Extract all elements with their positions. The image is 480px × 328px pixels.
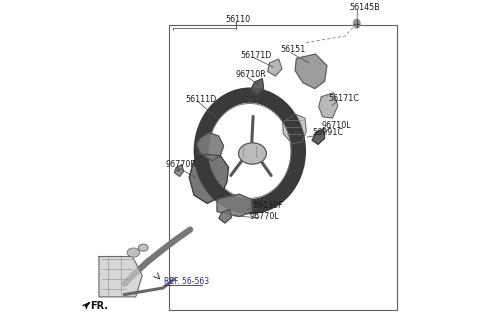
Polygon shape [251, 79, 264, 95]
Text: 56151: 56151 [281, 45, 306, 54]
Polygon shape [319, 93, 338, 118]
Text: 56991C: 56991C [312, 128, 343, 137]
Text: FR.: FR. [90, 301, 108, 311]
Ellipse shape [177, 169, 180, 171]
Text: 56145B: 56145B [349, 3, 380, 12]
Polygon shape [295, 54, 327, 89]
Text: 56171C: 56171C [328, 94, 360, 103]
Text: 96770R: 96770R [165, 160, 196, 170]
Polygon shape [283, 114, 306, 144]
Polygon shape [217, 194, 252, 216]
Polygon shape [174, 165, 183, 176]
Polygon shape [267, 59, 282, 76]
Text: 56110: 56110 [225, 15, 251, 24]
Ellipse shape [127, 248, 140, 257]
Text: 96710R: 96710R [235, 70, 266, 79]
Polygon shape [312, 129, 324, 144]
Text: 56111D: 56111D [185, 94, 216, 104]
Ellipse shape [138, 244, 148, 251]
Text: REF. 56-563: REF. 56-563 [164, 277, 209, 286]
Polygon shape [219, 209, 231, 223]
Text: 96710L: 96710L [321, 121, 351, 130]
Polygon shape [99, 256, 142, 297]
Ellipse shape [353, 19, 360, 28]
Ellipse shape [239, 143, 266, 164]
Polygon shape [189, 154, 228, 203]
Polygon shape [197, 133, 224, 161]
Polygon shape [85, 302, 89, 307]
Text: 56171D: 56171D [240, 51, 271, 60]
Bar [169, 25, 397, 310]
Text: 96770L: 96770L [250, 212, 279, 221]
Text: 56130F: 56130F [253, 201, 283, 211]
